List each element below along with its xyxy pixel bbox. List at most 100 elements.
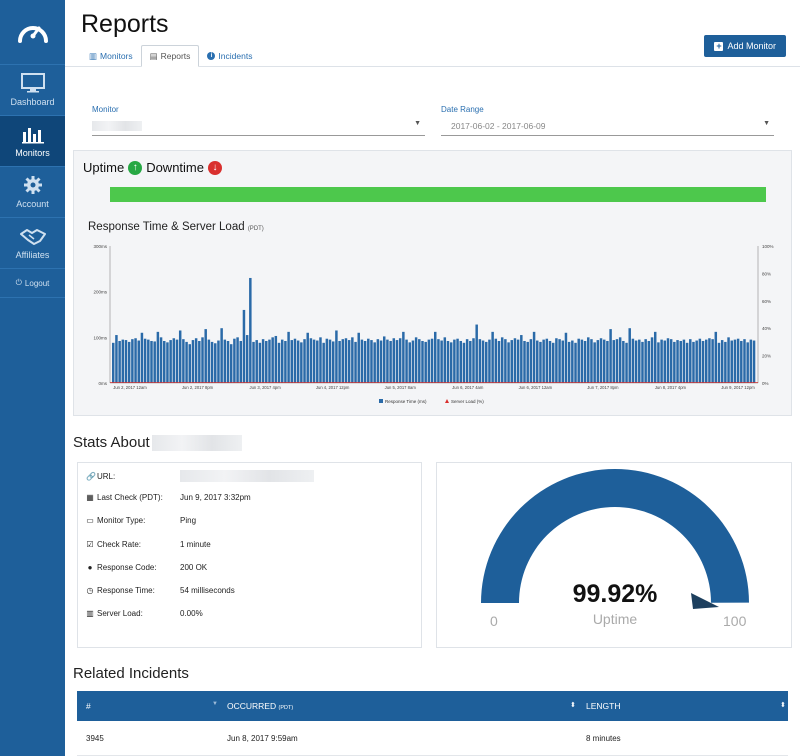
monitor-select-box[interactable]: ▼: [92, 118, 425, 136]
x-tick-label: Jun 6, 2017 12am: [519, 385, 553, 390]
response-time-bar: [306, 332, 309, 383]
response-time-bar: [717, 342, 721, 383]
response-time-bar: [271, 337, 274, 383]
response-time-bar: [290, 340, 294, 383]
response-time-bar: [127, 341, 131, 383]
stat-value: Ping: [180, 516, 197, 526]
response-time-bar: [229, 344, 233, 383]
y-right-tick-label: 20%: [762, 354, 771, 359]
sidebar-item-label: Affiliates: [15, 250, 50, 260]
stat-label-text: Response Time:: [97, 586, 155, 595]
uptime-downtime-header: Uptime ↑ Downtime ↓: [83, 160, 222, 175]
uptime-bar[interactable]: [110, 187, 766, 202]
response-time-bar: [513, 338, 517, 383]
add-monitor-button[interactable]: + Add Monitor: [704, 35, 786, 57]
column-occurred[interactable]: OCCURRED (PDT): [227, 701, 293, 711]
response-time-bar: [462, 342, 466, 383]
sort-icon[interactable]: ⬍: [780, 702, 786, 709]
response-time-bar: [593, 342, 596, 383]
column-length[interactable]: LENGTH: [586, 701, 621, 711]
response-time-bar: [520, 335, 523, 383]
sort-icon[interactable]: ▼: [212, 701, 218, 707]
response-time-bar: [685, 342, 689, 383]
response-time-bar: [634, 340, 638, 383]
x-tick-label: Jun 2, 2017 8pm: [182, 385, 214, 390]
sidebar-item-affiliates[interactable]: Affiliates: [0, 217, 65, 268]
response-time-bar: [143, 338, 147, 383]
gauge-label: Uptime: [592, 611, 638, 627]
response-time-bar: [746, 342, 749, 383]
main-content: Reports ▥ Monitors ▤ Reports i Incidents…: [65, 0, 800, 756]
response-time-bar: [625, 342, 628, 383]
response-time-bar: [242, 309, 246, 383]
logout-button[interactable]: ⏻ Logout: [0, 268, 65, 298]
date-range-box[interactable]: 2017-06-02 - 2017-06-09 ▼: [441, 118, 774, 136]
response-time-bar: [194, 338, 198, 383]
sidebar-item-dashboard[interactable]: Dashboard: [0, 64, 65, 115]
tab-reports[interactable]: ▤ Reports: [140, 45, 200, 67]
stat-value: Jun 9, 2017 3:32pm: [180, 493, 251, 503]
response-time-bar: [494, 338, 498, 383]
response-time-bar: [341, 339, 345, 383]
response-time-bar: [638, 339, 641, 383]
response-time-bar: [210, 341, 214, 383]
response-time-bar: [472, 338, 475, 383]
logout-label: Logout: [24, 278, 50, 288]
date-range-select[interactable]: Date Range 2017-06-02 - 2017-06-09 ▼: [441, 105, 774, 136]
response-time-bar: [115, 335, 118, 383]
response-time-bar: [258, 342, 262, 383]
gauge-arc: [481, 468, 749, 603]
info-icon: i: [207, 52, 216, 60]
logo[interactable]: [0, 0, 65, 64]
incidents-table: # ▼ OCCURRED (PDT) ⬍ LENGTH ⬍ 3945 Jun 8…: [77, 691, 788, 756]
response-time-bar: [695, 340, 698, 383]
column-occurred-suffix: (PDT): [278, 705, 294, 711]
response-time-bar: [708, 338, 711, 383]
bar-chart-icon: ▥: [86, 609, 94, 619]
response-time-bar: [574, 342, 577, 383]
response-time-bar: [434, 331, 437, 383]
sidebar-item-account[interactable]: Account: [0, 166, 65, 217]
response-time-bar: [172, 338, 176, 383]
response-time-bar: [689, 339, 692, 383]
response-time-bar: [293, 338, 297, 383]
response-time-bar: [587, 337, 590, 383]
date-range-value: 2017-06-02 - 2017-06-09: [451, 121, 546, 131]
response-time-bar: [740, 340, 743, 383]
response-time-bar: [523, 340, 526, 383]
sidebar-item-monitors[interactable]: Monitors: [0, 115, 65, 166]
column-id[interactable]: #: [86, 701, 91, 711]
response-time-bar: [245, 335, 249, 383]
response-time-bar: [631, 338, 635, 383]
response-time-bar: [223, 339, 227, 383]
response-time-bar: [749, 339, 753, 383]
stats-title: Stats About: [73, 434, 242, 451]
tab-monitors[interactable]: ▥ Monitors: [81, 45, 141, 67]
response-time-bar: [357, 332, 360, 383]
response-time-bar: [363, 340, 367, 383]
sort-icon[interactable]: ⬍: [570, 702, 576, 709]
response-time-bar: [488, 339, 491, 383]
response-time-bar: [536, 340, 539, 383]
response-time-bar: [319, 337, 322, 383]
plus-icon: +: [714, 40, 724, 51]
handshake-icon: [19, 229, 46, 245]
monitor-select[interactable]: Monitor ▼: [92, 105, 425, 136]
stat-row: ▦ Last Check (PDT): Jun 9, 2017 3:32pm: [86, 493, 251, 502]
x-tick-label: Jun 3, 2017 4pm: [250, 385, 282, 390]
response-time-bar: [641, 341, 644, 383]
stat-label: ● Response Code:: [86, 563, 180, 572]
tab-incidents[interactable]: i Incidents: [199, 45, 260, 67]
response-time-bar: [325, 338, 329, 383]
response-time-bar: [500, 337, 504, 383]
response-time-bar: [344, 338, 348, 383]
response-time-bar: [414, 337, 418, 383]
response-time-bar: [322, 342, 325, 383]
stat-row: ▥ Server Load: 0.00%: [86, 609, 202, 619]
response-time-chart[interactable]: 0ms 100ms 200ms 300ms 0% 20% 40% 60% 80% 100% Jun …: [74, 239, 793, 417]
uptime-gauge-box: 99.92% Uptime 0 100: [436, 462, 792, 648]
stat-label-text: Server Load:: [97, 609, 143, 619]
table-row[interactable]: 3945 Jun 8, 2017 9:59am 8 minutes: [77, 721, 788, 756]
power-icon: ⏻: [15, 278, 22, 287]
y-left-tick-label: 100ms: [93, 335, 107, 340]
